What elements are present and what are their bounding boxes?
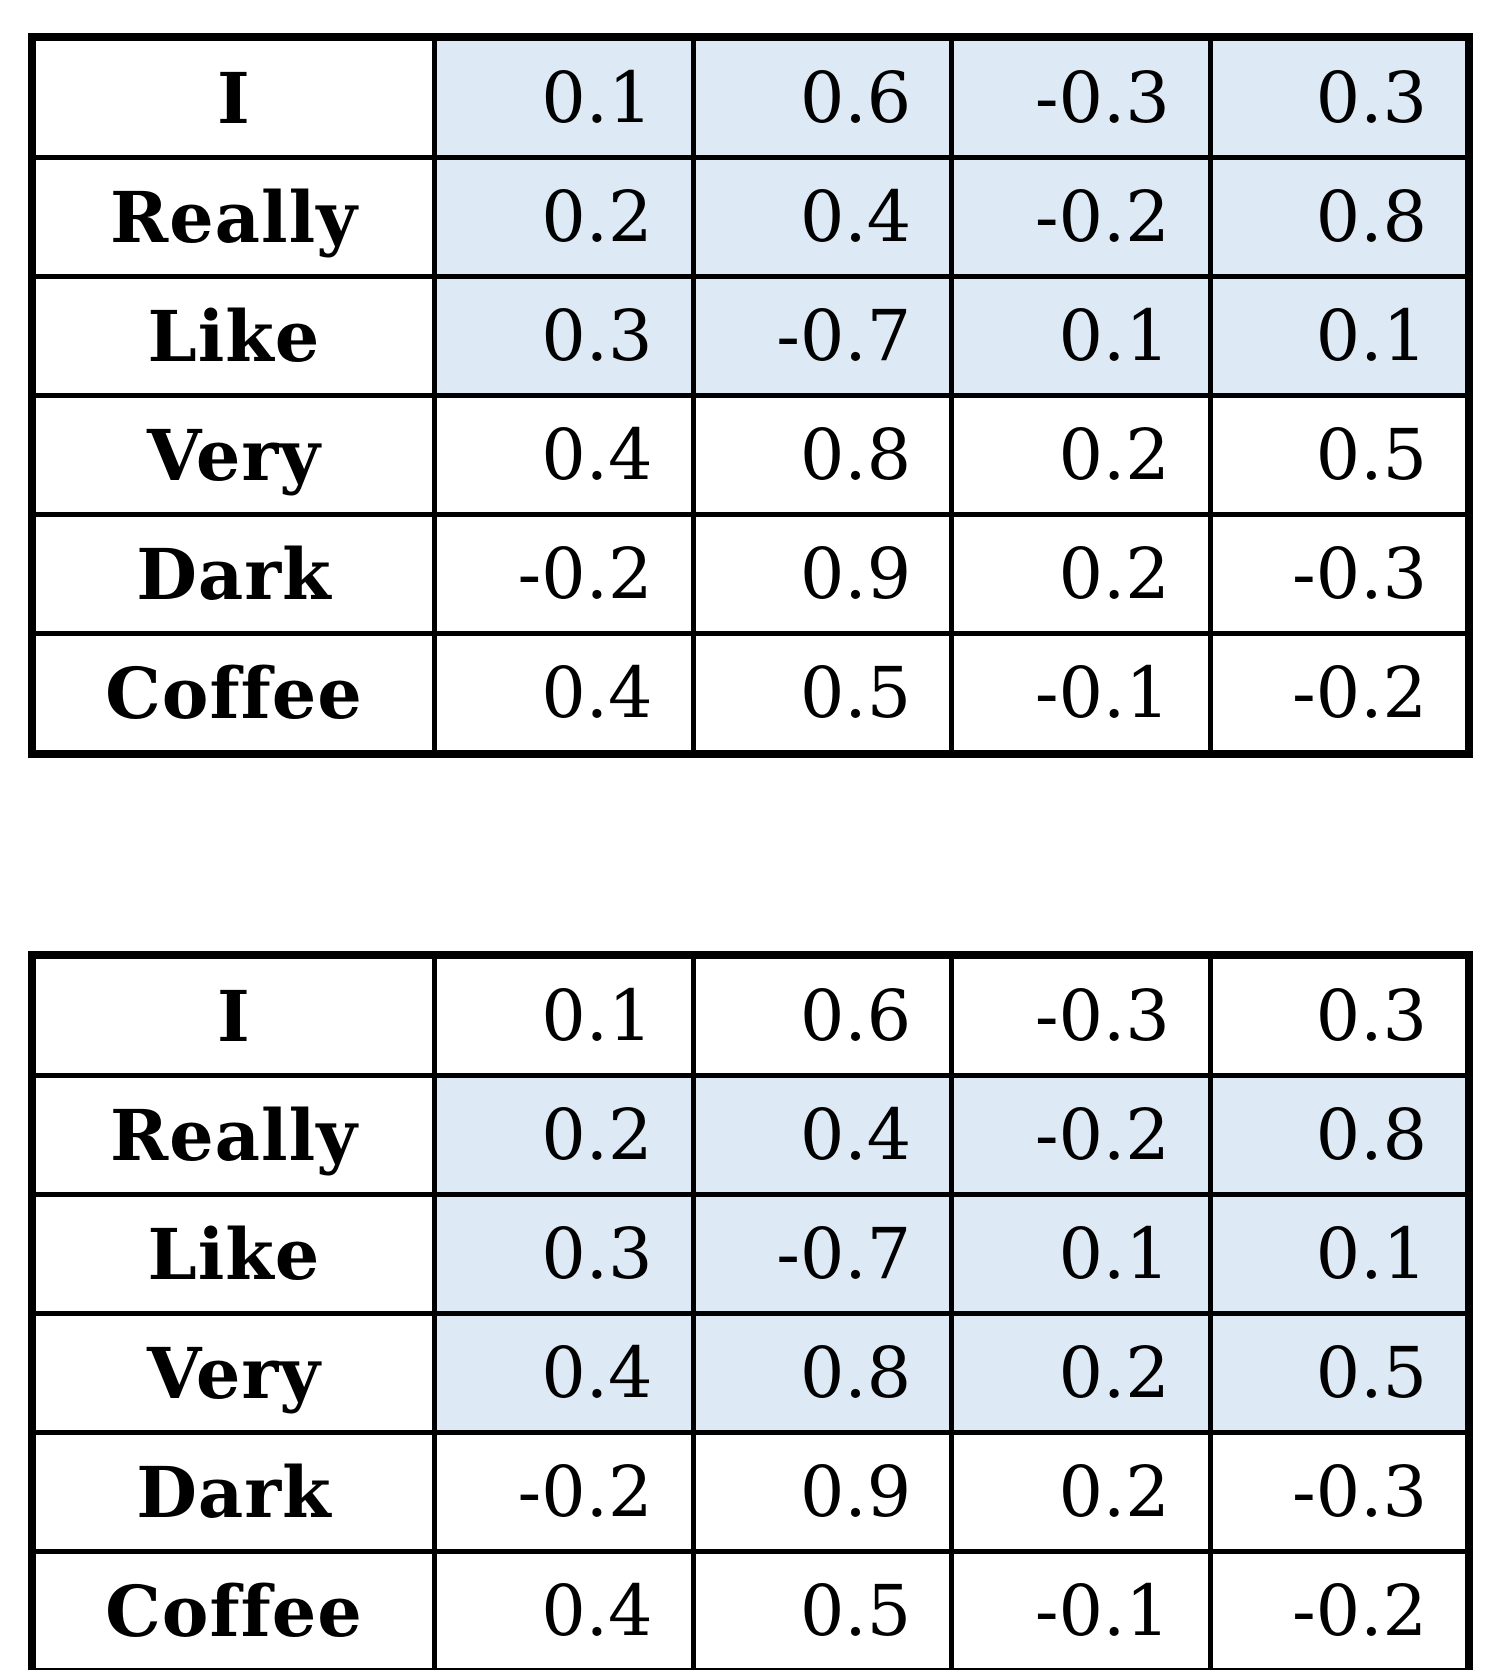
row-label: Very [29, 393, 437, 517]
value-cell: -0.3 [1207, 1430, 1472, 1554]
table-row: Coffee 0.4 0.5 -0.1 -0.2 [29, 631, 1472, 757]
value-cell: 0.5 [690, 1549, 955, 1670]
value-cell: 0.8 [690, 1311, 955, 1435]
row-label: Dark [29, 512, 437, 636]
value-cell: 0.5 [690, 631, 955, 757]
value-cell: -0.2 [949, 155, 1213, 279]
value-cell: 0.6 [690, 34, 955, 160]
table-row: Really 0.2 0.4 -0.2 0.8 [29, 155, 1472, 279]
value-cell: -0.7 [690, 1192, 955, 1316]
value-cell: 0.8 [1207, 1073, 1472, 1197]
table-row: Dark -0.2 0.9 0.2 -0.3 [29, 512, 1472, 636]
value-cell: 0.1 [949, 1192, 1213, 1316]
value-cell: -0.3 [949, 34, 1213, 160]
value-cell: -0.2 [431, 512, 696, 636]
value-cell: 0.5 [1207, 1311, 1472, 1435]
value-cell: 0.2 [949, 393, 1213, 517]
value-cell: 0.3 [431, 274, 696, 398]
table-row: Like 0.3 -0.7 0.1 0.1 [29, 274, 1472, 398]
value-cell: 0.2 [431, 1073, 696, 1197]
row-label: Very [29, 1311, 437, 1435]
row-label: Really [29, 155, 437, 279]
value-cell: 0.3 [431, 1192, 696, 1316]
value-cell: 0.1 [431, 952, 696, 1078]
row-label: Coffee [29, 631, 437, 757]
value-cell: -0.2 [949, 1073, 1213, 1197]
table-row: I 0.1 0.6 -0.3 0.3 [29, 952, 1472, 1078]
row-label: Like [29, 274, 437, 398]
value-cell: -0.2 [431, 1430, 696, 1554]
value-cell: 0.4 [431, 1549, 696, 1670]
value-cell: 0.1 [949, 274, 1213, 398]
value-cell: 0.2 [949, 1430, 1213, 1554]
word-vector-table-2: I 0.1 0.6 -0.3 0.3 Really 0.2 0.4 -0.2 0.8 Like 0.3… [28, 951, 1473, 1670]
value-cell: 0.4 [431, 631, 696, 757]
value-cell: 0.1 [431, 34, 696, 160]
value-cell: -0.2 [1207, 631, 1472, 757]
row-label: I [29, 34, 437, 160]
value-cell: -0.2 [1207, 1549, 1472, 1670]
value-cell: -0.7 [690, 274, 955, 398]
value-cell: 0.1 [1207, 274, 1472, 398]
table-row: I 0.1 0.6 -0.3 0.3 [29, 34, 1472, 160]
value-cell: -0.3 [949, 952, 1213, 1078]
row-label: Coffee [29, 1549, 437, 1670]
table-row: Coffee 0.4 0.5 -0.1 -0.2 [29, 1549, 1472, 1670]
table-row: Really 0.2 0.4 -0.2 0.8 [29, 1073, 1472, 1197]
value-cell: 0.8 [690, 393, 955, 517]
value-cell: 0.9 [690, 512, 955, 636]
table-row: Dark -0.2 0.9 0.2 -0.3 [29, 1430, 1472, 1554]
value-cell: 0.2 [431, 155, 696, 279]
value-cell: 0.3 [1207, 34, 1472, 160]
row-label: I [29, 952, 437, 1078]
row-label: Really [29, 1073, 437, 1197]
table-row: Very 0.4 0.8 0.2 0.5 [29, 1311, 1472, 1435]
word-vector-table-2-body: I 0.1 0.6 -0.3 0.3 Really 0.2 0.4 -0.2 0.8 Like 0.3… [29, 952, 1472, 1670]
value-cell: 0.9 [690, 1430, 955, 1554]
table-row: Like 0.3 -0.7 0.1 0.1 [29, 1192, 1472, 1316]
value-cell: 0.4 [690, 1073, 955, 1197]
value-cell: -0.3 [1207, 512, 1472, 636]
value-cell: 0.8 [1207, 155, 1472, 279]
value-cell: 0.3 [1207, 952, 1472, 1078]
word-vector-table-1-body: I 0.1 0.6 -0.3 0.3 Really 0.2 0.4 -0.2 0.8 Like 0.3… [29, 34, 1472, 757]
value-cell: -0.1 [949, 631, 1213, 757]
row-label: Dark [29, 1430, 437, 1554]
value-cell: 0.2 [949, 512, 1213, 636]
value-cell: 0.1 [1207, 1192, 1472, 1316]
row-label: Like [29, 1192, 437, 1316]
word-vector-table-1: I 0.1 0.6 -0.3 0.3 Really 0.2 0.4 -0.2 0.8 Like 0.3… [28, 33, 1473, 758]
value-cell: 0.4 [690, 155, 955, 279]
value-cell: 0.6 [690, 952, 955, 1078]
value-cell: -0.1 [949, 1549, 1213, 1670]
table-row: Very 0.4 0.8 0.2 0.5 [29, 393, 1472, 517]
value-cell: 0.2 [949, 1311, 1213, 1435]
value-cell: 0.5 [1207, 393, 1472, 517]
value-cell: 0.4 [431, 393, 696, 517]
value-cell: 0.4 [431, 1311, 696, 1435]
